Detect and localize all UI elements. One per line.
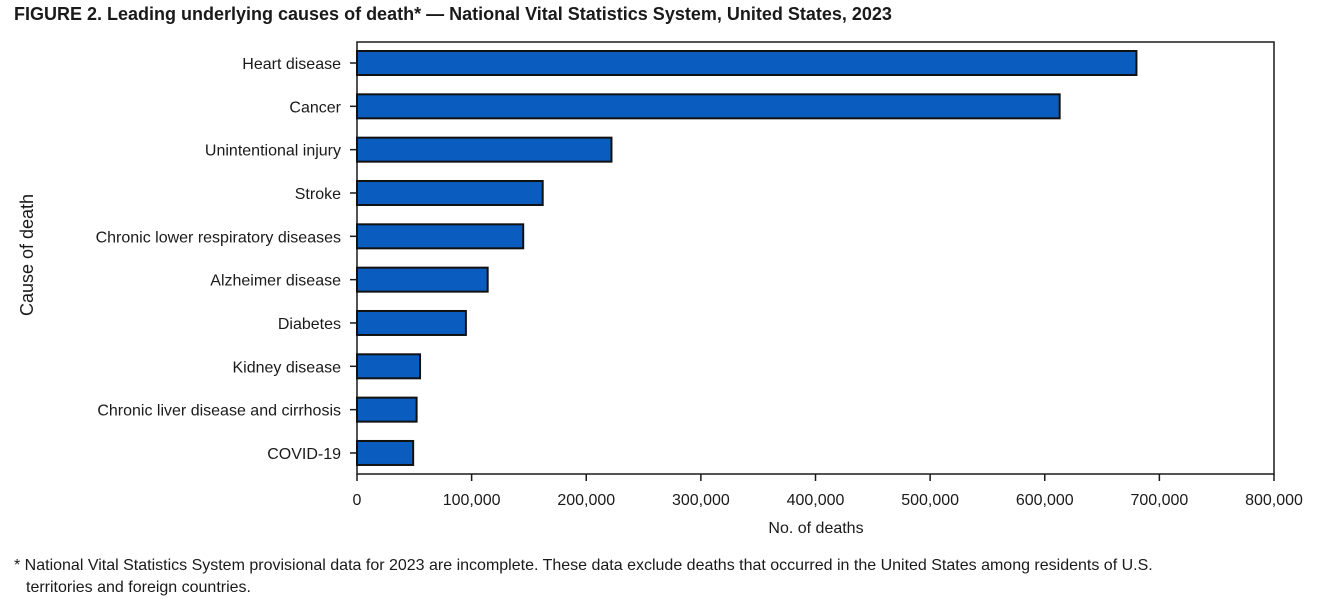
x-tick-label: 500,000 [901,492,959,509]
bar-10 [356,439,415,466]
bar-6 [356,266,489,293]
footnote-line-1: * National Vital Statistics System provi… [14,557,1153,574]
bar-1 [356,50,1138,76]
x-tick-label: 100,000 [443,492,501,509]
y-tick-label: Chronic liver disease and cirrhosis [97,403,341,420]
y-tick-label: Alzheimer disease [210,273,341,290]
bar-7 [356,309,467,336]
x-tick-label: 300,000 [672,492,730,509]
footnote: * National Vital Statistics System provi… [14,555,1314,599]
bar-9 [356,396,418,423]
bar-3 [356,136,613,163]
x-tick-label: 400,000 [787,492,845,509]
x-tick-label: 700,000 [1130,492,1188,509]
x-axis-title: No. of deaths [768,520,863,537]
y-tick-label: COVID-19 [267,446,341,463]
y-tick-label: Unintentional injury [205,143,341,160]
bar-chart: Heart disease Cancer Unintentional injury S… [17,41,1303,537]
bar-2 [356,93,1061,120]
y-tick-label: Heart disease [242,56,341,73]
y-tick-label: Cancer [289,99,341,116]
x-tick-label: 200,000 [557,492,615,509]
bar-5 [356,223,525,250]
x-tick-label: 800,000 [1245,492,1303,509]
y-tick-label: Kidney disease [232,359,341,376]
y-tick-label: Diabetes [278,316,341,333]
bar-4 [356,179,544,206]
y-axis-title: Cause of death [17,194,37,316]
x-tick-label: 600,000 [1016,492,1074,509]
x-tick-label: 0 [353,492,362,509]
bar-8 [356,353,422,380]
y-tick-label: Stroke [295,186,341,203]
footnote-line-2: territories and foreign countries. [26,579,251,596]
chart-title: FIGURE 2. Leading underlying causes of d… [14,4,892,24]
y-tick-label: Chronic lower respiratory diseases [96,229,341,246]
